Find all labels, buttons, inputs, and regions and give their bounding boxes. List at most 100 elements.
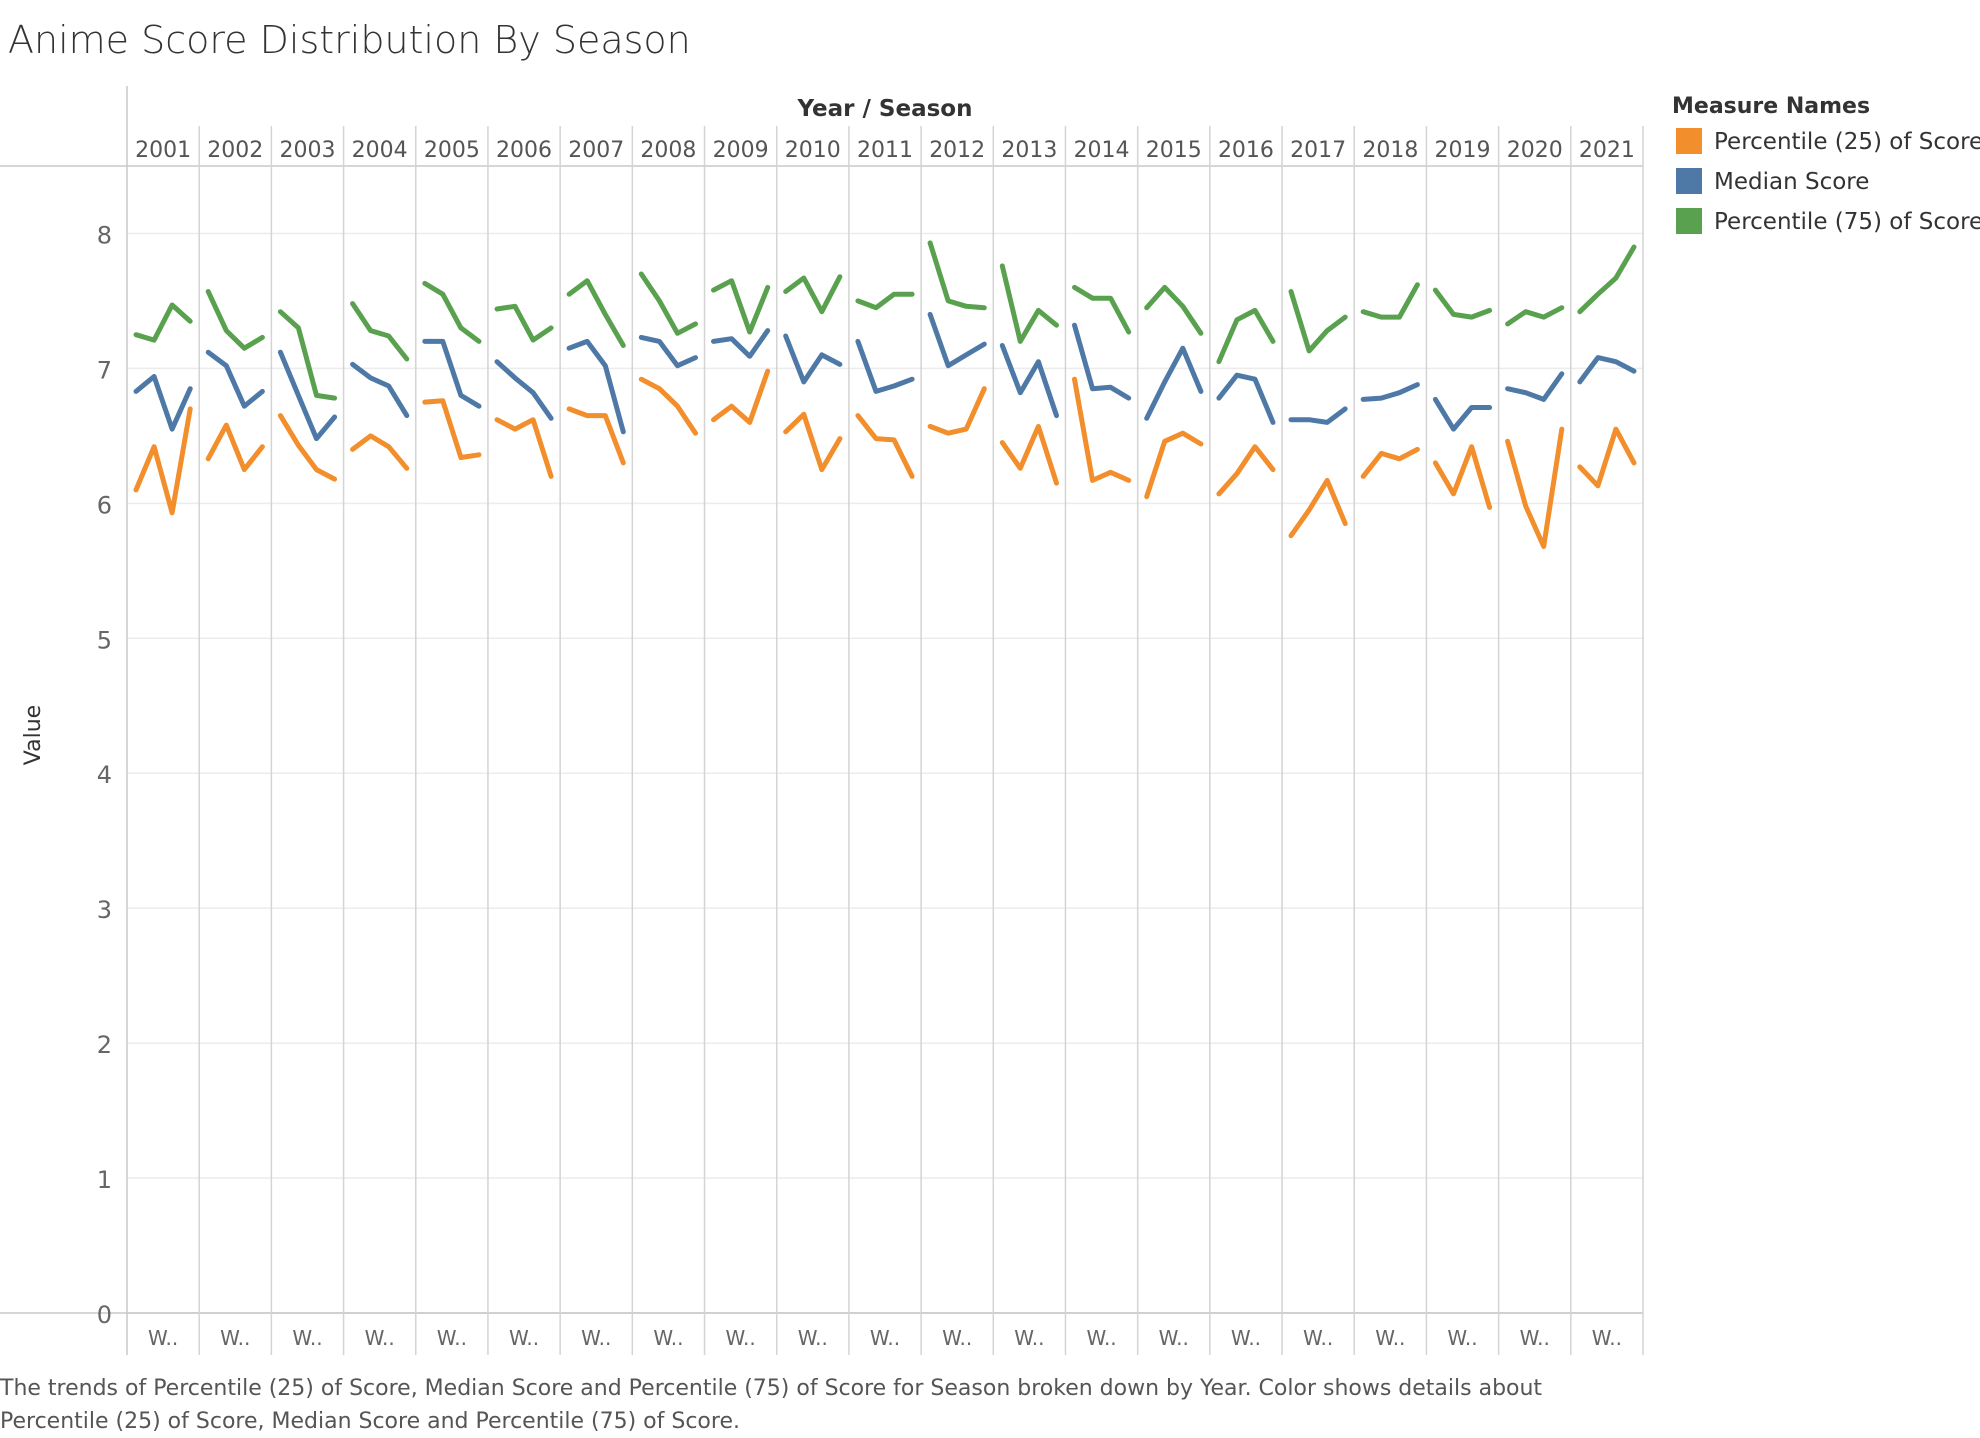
series-line-p75 xyxy=(1288,289,1348,354)
series-line-p75 xyxy=(1144,284,1204,336)
series-line-median xyxy=(1577,355,1637,385)
series-line-median xyxy=(1432,396,1493,432)
legend-label-p75: Percentile (75) of Score xyxy=(1714,209,1980,235)
series-line-p75 xyxy=(566,278,626,348)
season-label: W.. xyxy=(220,1326,250,1350)
series-line-median xyxy=(205,349,265,409)
series-lines xyxy=(133,240,1637,549)
series-line-p25 xyxy=(1577,426,1637,489)
series-line-p75 xyxy=(999,263,1059,344)
series-line-p25 xyxy=(1288,477,1348,539)
year-header-label: 2010 xyxy=(785,138,841,163)
season-label: W.. xyxy=(365,1326,395,1350)
season-label: W.. xyxy=(1375,1326,1405,1350)
year-header-label: 2012 xyxy=(929,138,985,163)
year-header-label: 2005 xyxy=(424,138,480,163)
grid-lines xyxy=(127,232,1643,1314)
legend-label-median: Median Score xyxy=(1714,169,1870,195)
season-label: W.. xyxy=(653,1326,683,1350)
series-line-p25 xyxy=(205,422,265,473)
series-line-median xyxy=(350,361,410,419)
season-label: W.. xyxy=(870,1326,900,1350)
series-line-median xyxy=(566,338,626,435)
series-line-p25 xyxy=(927,386,987,436)
season-label: W.. xyxy=(942,1326,972,1350)
series-line-p75 xyxy=(1216,307,1276,365)
series-line-p25 xyxy=(133,406,193,516)
series-line-p75 xyxy=(350,301,410,362)
series-line-p25 xyxy=(350,433,410,471)
season-label: W.. xyxy=(292,1326,322,1350)
series-line-median xyxy=(1360,382,1420,402)
series-line-p25 xyxy=(999,423,1059,486)
series-line-p75 xyxy=(1360,282,1420,320)
year-header-label: 2017 xyxy=(1290,138,1346,163)
series-line-median xyxy=(927,311,987,369)
series-line-median xyxy=(711,328,771,359)
season-label: W.. xyxy=(509,1326,539,1350)
y-tick-label: 4 xyxy=(97,761,112,789)
series-line-p75 xyxy=(277,309,338,401)
series-line-median xyxy=(133,374,193,432)
series-line-p75 xyxy=(133,302,193,343)
series-line-p25 xyxy=(638,376,698,436)
series-line-p25 xyxy=(1360,446,1420,479)
series-line-p25 xyxy=(494,417,554,479)
header-title: Year / Season xyxy=(797,96,973,122)
year-header-label: 2013 xyxy=(1001,138,1057,163)
series-line-p75 xyxy=(1432,287,1493,320)
year-header-label: 2015 xyxy=(1146,138,1202,163)
chart-title: Anime Score Distribution By Season xyxy=(8,18,691,62)
season-label: W.. xyxy=(1592,1326,1622,1350)
y-tick-label: 0 xyxy=(97,1301,112,1329)
year-header-label: 2008 xyxy=(640,138,696,163)
series-line-median xyxy=(1288,406,1348,425)
series-line-p75 xyxy=(1577,244,1637,315)
legend-item-p75[interactable]: Percentile (75) of Score xyxy=(1676,208,1980,235)
y-tick-label: 2 xyxy=(97,1031,112,1059)
series-line-p25 xyxy=(1216,444,1276,497)
series-line-p25 xyxy=(1072,376,1132,483)
year-header-label: 2020 xyxy=(1507,138,1563,163)
season-label: W.. xyxy=(437,1326,467,1350)
series-line-median xyxy=(855,338,915,394)
series-line-p25 xyxy=(422,398,482,460)
year-header-label: 2018 xyxy=(1362,138,1418,163)
series-line-p25 xyxy=(1432,444,1493,510)
series-line-median xyxy=(422,338,482,409)
year-header-label: 2004 xyxy=(352,138,408,163)
season-label: W.. xyxy=(148,1326,178,1350)
series-line-median xyxy=(1216,372,1276,425)
series-line-p25 xyxy=(1144,430,1204,500)
season-label: W.. xyxy=(1447,1326,1477,1350)
series-line-p75 xyxy=(205,289,265,351)
y-axis-label: Value xyxy=(21,705,46,765)
axis-labels: 0 1 2 3 4 5 6 7 8 Value Year / Season 2001 W.. 2002 W.… xyxy=(21,96,1635,1350)
legend-item-p25[interactable]: Percentile (25) of Score xyxy=(1676,128,1980,155)
season-label: W.. xyxy=(1159,1326,1189,1350)
legend-item-median[interactable]: Median Score xyxy=(1676,168,1869,195)
season-label: W.. xyxy=(1014,1326,1044,1350)
year-header-label: 2019 xyxy=(1435,138,1491,163)
series-line-p25 xyxy=(711,368,771,425)
year-header-label: 2014 xyxy=(1074,138,1130,163)
season-label: W.. xyxy=(581,1326,611,1350)
series-line-median xyxy=(638,334,698,369)
season-label: W.. xyxy=(1086,1326,1116,1350)
y-tick-label: 7 xyxy=(97,356,112,384)
season-label: W.. xyxy=(1520,1326,1550,1350)
season-label: W.. xyxy=(726,1326,756,1350)
year-header-label: 2021 xyxy=(1579,138,1635,163)
year-header-label: 2002 xyxy=(207,138,263,163)
series-line-p75 xyxy=(1505,305,1565,327)
legend-swatch-median xyxy=(1676,168,1702,194)
series-line-p75 xyxy=(422,280,482,344)
series-line-median xyxy=(277,349,338,442)
series-line-median xyxy=(999,343,1059,419)
y-tick-label: 5 xyxy=(97,626,112,654)
chart-frame xyxy=(0,86,1644,1355)
legend-title: Measure Names xyxy=(1672,94,1871,119)
year-header-label: 2001 xyxy=(135,138,191,163)
year-header-label: 2003 xyxy=(279,138,335,163)
